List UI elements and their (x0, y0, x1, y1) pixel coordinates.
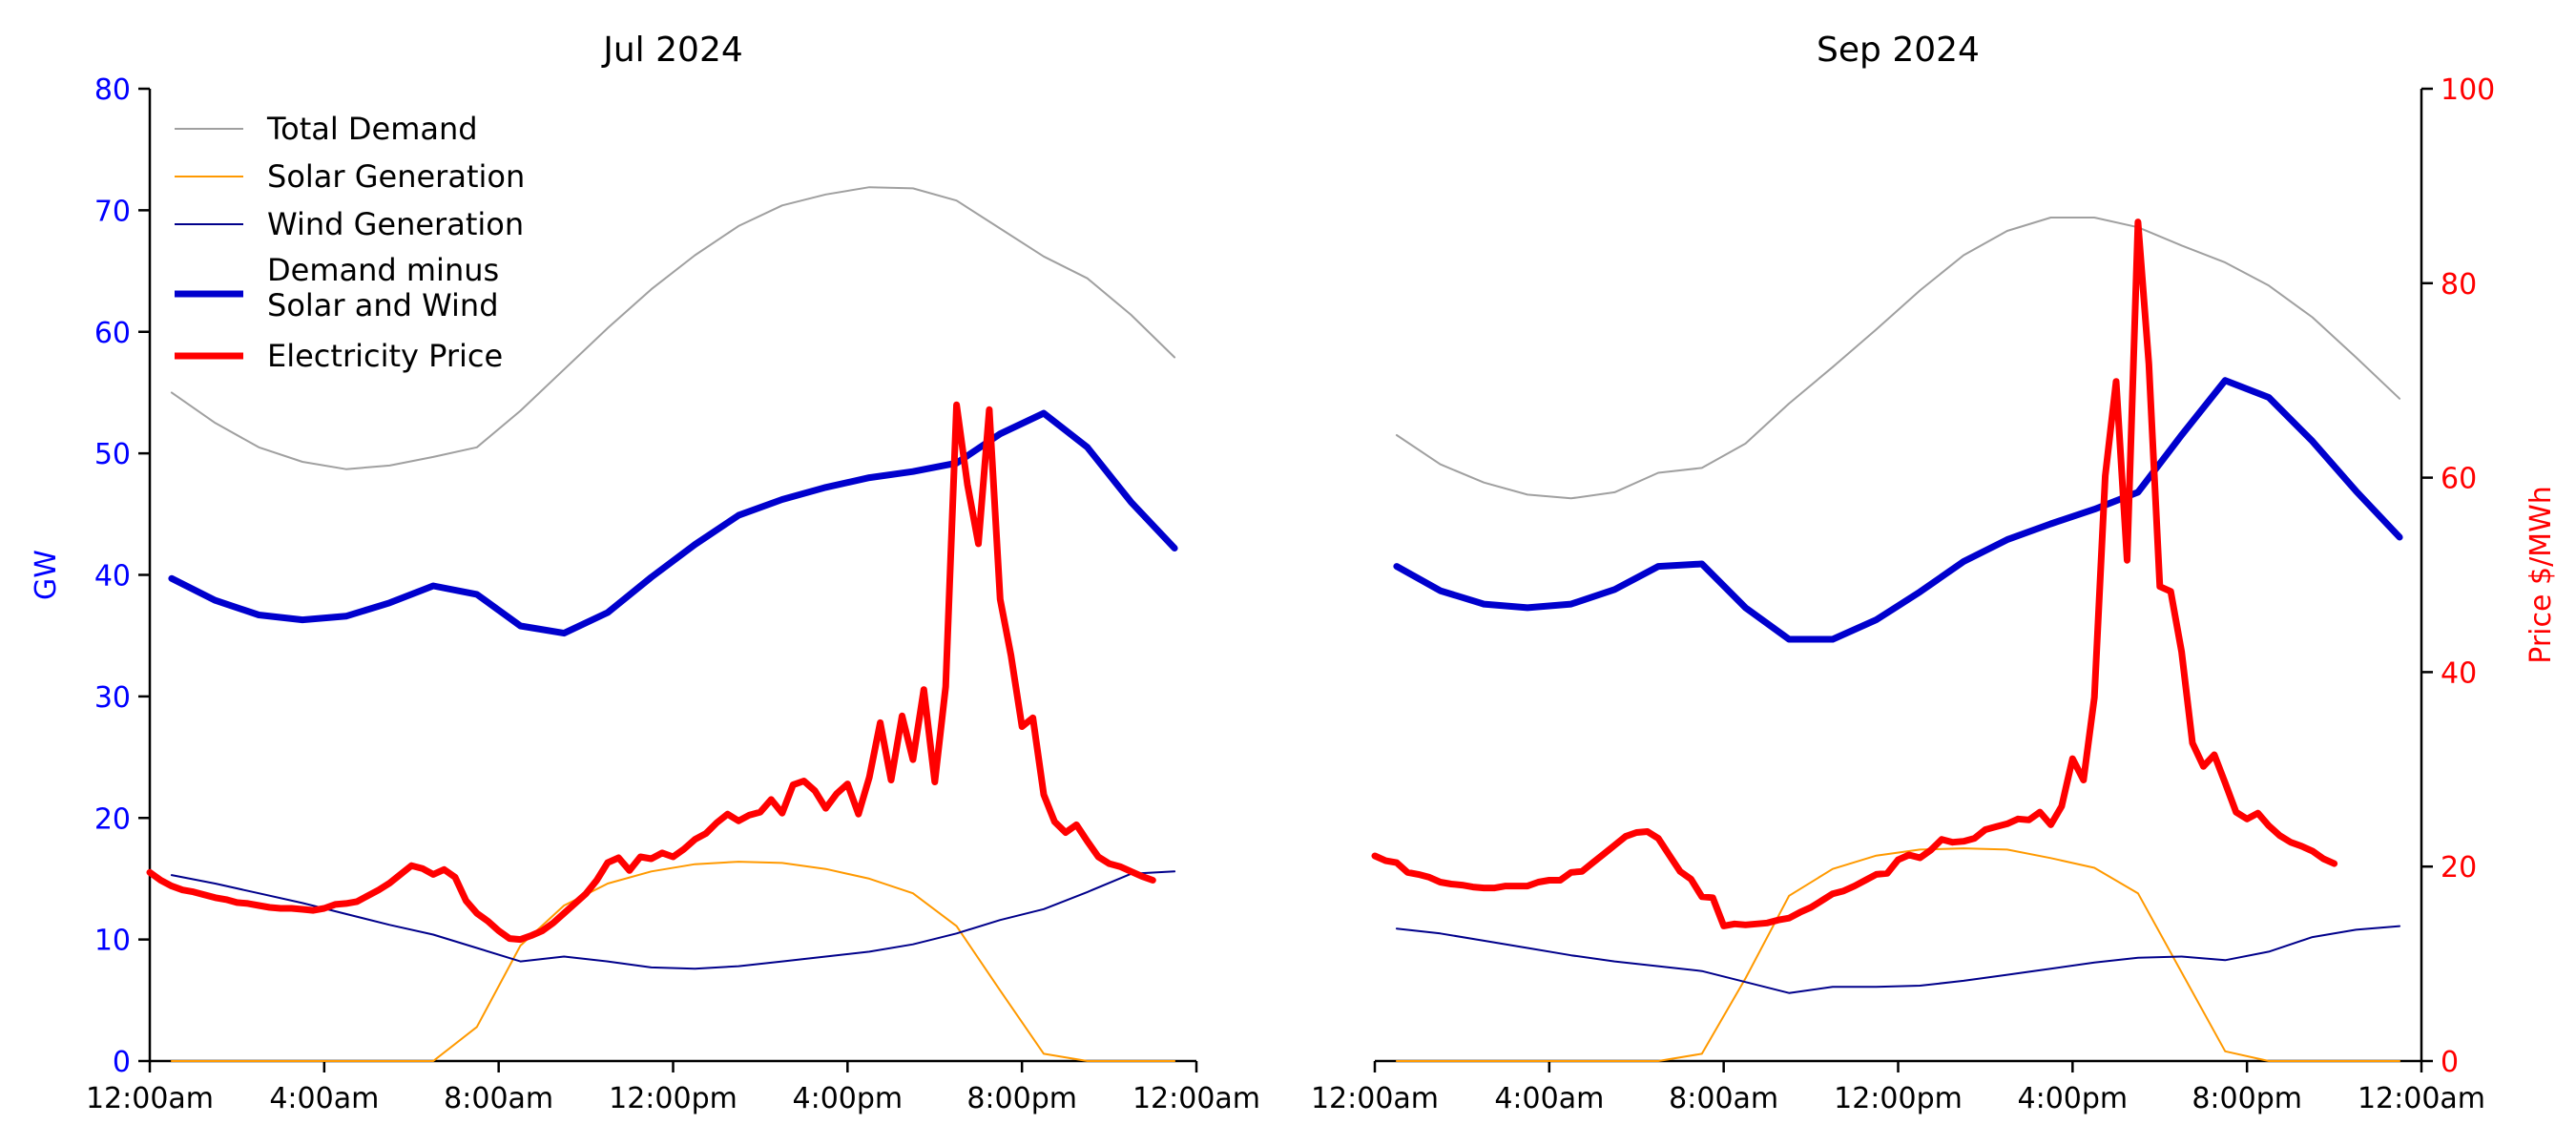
series-line-net-demand (1393, 377, 2403, 643)
x-tick-label: 12:00am (86, 1082, 214, 1115)
legend-item-total-demand: Total Demand (175, 111, 478, 147)
series-line-solar-generation (170, 861, 1176, 1062)
series-line-electricity-price (1371, 219, 2338, 929)
series-line-solar-generation (1395, 847, 2401, 1062)
x-tick-label: 4:00pm (2018, 1082, 2129, 1115)
y-right-tick-label: 40 (2441, 656, 2477, 690)
x-tick-label: 12:00am (1132, 1082, 1260, 1115)
x-tick-label: 12:00am (2358, 1082, 2485, 1115)
y-left-tick-label: 50 (94, 438, 131, 471)
y-right-tick-label: 60 (2441, 463, 2477, 496)
x-tick-label: 12:00pm (609, 1082, 737, 1115)
x-tick-label: 8:00pm (966, 1082, 1077, 1115)
chart-title: Sep 2024 (1817, 31, 1980, 70)
y-right-tick-label: 100 (2441, 73, 2495, 107)
x-tick-label: 4:00am (269, 1082, 379, 1115)
legend: Total Demand Solar Generation Wind Generat… (175, 111, 525, 374)
series-line-electricity-price (146, 401, 1156, 944)
chart-panel-sep-2024: Sep 2024 12:00am 4:00am 8:00am 12:00pm 4:00pm… (1311, 31, 2558, 1115)
legend-label-total-demand: Total Demand (266, 111, 478, 147)
y-left-tick-label: 70 (94, 195, 131, 228)
x-tick-label: 12:00am (1311, 1082, 1439, 1115)
x-tick-label: 4:00pm (793, 1082, 904, 1115)
x-tick-label: 4:00am (1494, 1082, 1604, 1115)
y-left-tick-label: 30 (94, 681, 131, 715)
legend-item-wind-generation: Wind Generation (175, 206, 524, 242)
y-right-tick-label: 80 (2441, 268, 2477, 302)
legend-label-net-demand: Demand minus (267, 252, 499, 288)
series-line-wind-generation (170, 870, 1176, 970)
y-axis-right-label: Price $/MWh (2524, 486, 2558, 663)
series-line-total-demand (170, 186, 1176, 470)
y-left-tick-label: 10 (94, 925, 131, 958)
series-line-wind-generation (1395, 925, 2401, 994)
y-left-tick-label: 0 (113, 1046, 131, 1079)
chart-panel-jul-2024: Jul 2024 12:00am 4:00am 8:00am 12:00pm 4:00pm… (30, 31, 1260, 1115)
y-left-tick-label: 80 (94, 73, 131, 107)
legend-item-electricity-price: Electricity Price (175, 338, 503, 374)
legend-item-solar-generation: Solar Generation (175, 158, 525, 195)
chart-title: Jul 2024 (601, 31, 743, 70)
legend-label-wind-generation: Wind Generation (267, 206, 524, 242)
y-right-tick-label: 0 (2441, 1046, 2459, 1079)
legend-label-electricity-price: Electricity Price (267, 338, 503, 374)
y-left-tick-label: 20 (94, 802, 131, 836)
series-line-total-demand (1395, 217, 2401, 500)
y-left-tick-label: 60 (94, 317, 131, 350)
x-tick-label: 8:00am (1669, 1082, 1778, 1115)
legend-label-net-demand: Solar and Wind (267, 287, 499, 323)
x-tick-label: 8:00am (444, 1082, 553, 1115)
x-tick-label: 12:00pm (1834, 1082, 1963, 1115)
legend-label-solar-generation: Solar Generation (267, 158, 525, 195)
series-line-net-demand (168, 409, 1178, 637)
x-tick-label: 8:00pm (2192, 1082, 2302, 1115)
y-axis-left-label: GW (30, 550, 63, 600)
y-left-tick-label: 40 (94, 560, 131, 593)
y-right-tick-label: 20 (2441, 851, 2477, 885)
